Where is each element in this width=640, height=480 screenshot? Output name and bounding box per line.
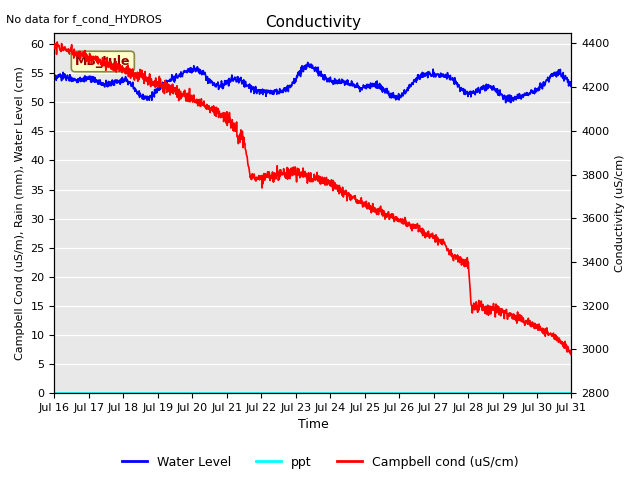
Y-axis label: Campbell Cond (uS/m), Rain (mm), Water Level (cm): Campbell Cond (uS/m), Rain (mm), Water L…: [15, 66, 25, 360]
Y-axis label: Conductivity (uS/cm): Conductivity (uS/cm): [615, 154, 625, 272]
X-axis label: Time: Time: [298, 419, 328, 432]
Text: No data for f_cond_HYDROS: No data for f_cond_HYDROS: [6, 14, 163, 25]
Text: MB_tule: MB_tule: [75, 55, 131, 68]
Title: Conductivity: Conductivity: [265, 15, 361, 30]
Legend: Water Level, ppt, Campbell cond (uS/cm): Water Level, ppt, Campbell cond (uS/cm): [116, 451, 524, 474]
